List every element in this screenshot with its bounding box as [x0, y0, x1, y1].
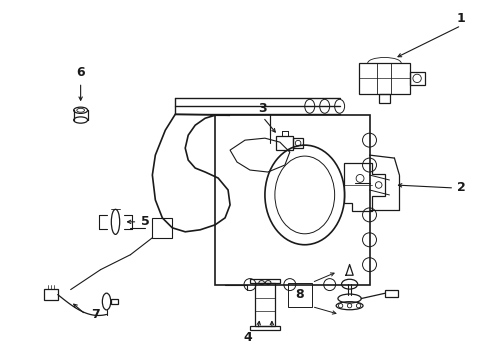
- Bar: [152, 218, 172, 238]
- Bar: [276, 136, 293, 150]
- Bar: [379, 94, 390, 103]
- Bar: [255, 283, 275, 327]
- Text: 7: 7: [91, 308, 100, 321]
- Text: 4: 4: [244, 331, 252, 344]
- Bar: [249, 326, 280, 330]
- Bar: [410, 72, 425, 85]
- Text: 1: 1: [457, 12, 465, 25]
- Bar: [293, 138, 303, 148]
- Text: 8: 8: [295, 288, 304, 301]
- Bar: [288, 283, 312, 306]
- Bar: [359, 63, 410, 94]
- Bar: [111, 299, 118, 304]
- Text: 2: 2: [457, 181, 465, 194]
- Bar: [44, 289, 58, 300]
- Bar: [386, 291, 398, 297]
- Text: 5: 5: [141, 215, 150, 228]
- Text: 3: 3: [259, 102, 267, 115]
- Text: 6: 6: [76, 66, 85, 79]
- Bar: [215, 115, 369, 285]
- Bar: [249, 279, 280, 283]
